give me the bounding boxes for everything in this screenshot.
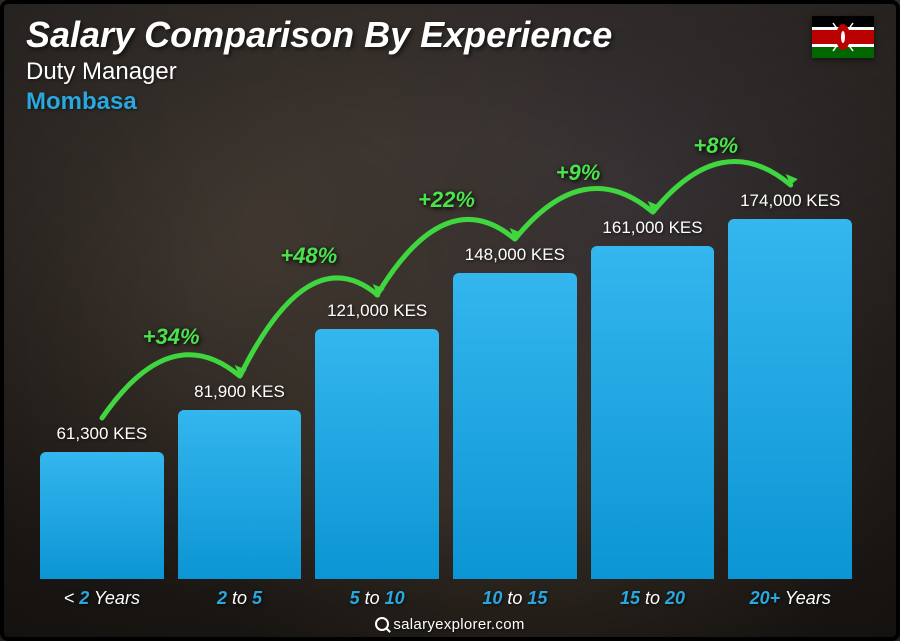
bar bbox=[40, 452, 164, 579]
bar-value-label: 61,300 KES bbox=[40, 424, 164, 444]
chart-subtitle: Duty Manager bbox=[26, 58, 874, 86]
bar bbox=[315, 329, 439, 579]
bar-wrap: 161,000 KES bbox=[591, 218, 715, 579]
x-axis-label: 5 to 10 bbox=[315, 588, 439, 609]
x-axis-label: 2 to 5 bbox=[178, 588, 302, 609]
footer: salaryexplorer.com bbox=[0, 616, 900, 633]
bar-wrap: 121,000 KES bbox=[315, 301, 439, 579]
bar-wrap: 148,000 KES bbox=[453, 245, 577, 579]
footer-text: salaryexplorer.com bbox=[393, 616, 524, 633]
delta-percent-label: +22% bbox=[418, 187, 475, 213]
bar-value-label: 161,000 KES bbox=[591, 218, 715, 238]
bar-value-label: 121,000 KES bbox=[315, 301, 439, 321]
x-axis-label: 10 to 15 bbox=[453, 588, 577, 609]
flag-icon bbox=[812, 16, 874, 58]
x-axis-label: 15 to 20 bbox=[591, 588, 715, 609]
bar-wrap: 174,000 KES bbox=[728, 191, 852, 579]
bar-wrap: 81,900 KES bbox=[178, 382, 302, 579]
search-icon bbox=[375, 617, 389, 631]
x-axis-labels: < 2 Years 2 to 5 5 to 10 10 to 15 15 to 20 20… bbox=[40, 588, 852, 609]
bar bbox=[453, 273, 577, 579]
bar bbox=[591, 246, 715, 579]
chart-header: Salary Comparison By Experience Duty Man… bbox=[26, 14, 874, 116]
bar-wrap: 61,300 KES bbox=[40, 424, 164, 579]
chart-title: Salary Comparison By Experience bbox=[26, 14, 874, 56]
x-axis-label: 20+ Years bbox=[728, 588, 852, 609]
bar-value-label: 148,000 KES bbox=[453, 245, 577, 265]
delta-percent-label: +9% bbox=[556, 160, 601, 186]
bar bbox=[728, 219, 852, 579]
delta-percent-label: +34% bbox=[143, 324, 200, 350]
delta-percent-label: +48% bbox=[280, 243, 337, 269]
chart-location: Mombasa bbox=[26, 88, 874, 116]
x-axis-label: < 2 Years bbox=[40, 588, 164, 609]
bar bbox=[178, 410, 302, 579]
bar-value-label: 81,900 KES bbox=[178, 382, 302, 402]
bar-value-label: 174,000 KES bbox=[728, 191, 852, 211]
delta-percent-label: +8% bbox=[693, 133, 738, 159]
